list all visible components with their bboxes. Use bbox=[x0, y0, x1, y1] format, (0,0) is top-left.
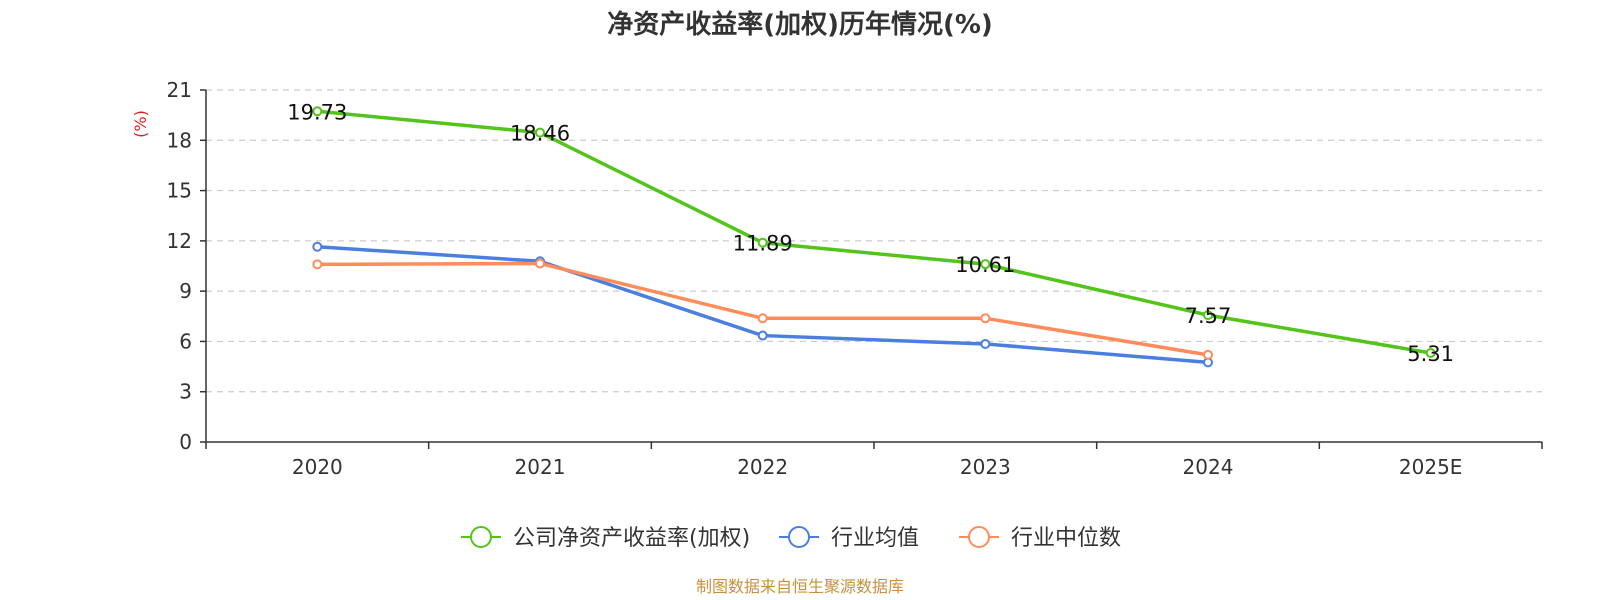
y-tick-label-15: 15 bbox=[167, 179, 192, 203]
y-axis-label: (%) bbox=[131, 110, 150, 138]
series-1-point-2023[interactable] bbox=[980, 338, 991, 349]
legend-item-1[interactable]: 行业均值 bbox=[779, 526, 919, 551]
legend-label-2: 行业中位数 bbox=[1011, 526, 1121, 551]
legend-marker-icon-2 bbox=[968, 526, 990, 548]
data-label-2023: 10.61 bbox=[955, 253, 1015, 277]
series-0-point-2021[interactable] bbox=[535, 127, 545, 138]
series-0-point-2023[interactable] bbox=[980, 259, 991, 270]
x-tick-label-2023: 2023 bbox=[960, 455, 1011, 479]
x-tick-label-2021: 2021 bbox=[515, 455, 566, 479]
series-0-point-2020[interactable] bbox=[312, 106, 323, 117]
x-tick-label-2025E: 2025E bbox=[1399, 455, 1463, 479]
legend[interactable]: 公司净资产收益率(加权) 行业均值 行业中位数 bbox=[461, 526, 1121, 551]
grid-lines bbox=[206, 89, 1542, 393]
x-tick-label-2022: 2022 bbox=[737, 455, 788, 479]
legend-label-0: 公司净资产收益率(加权) bbox=[513, 526, 750, 551]
data-label-2025E: 5.31 bbox=[1407, 342, 1454, 366]
data-label-2022: 11.89 bbox=[733, 232, 793, 256]
y-tick-label-12: 12 bbox=[167, 229, 192, 253]
y-tick-label-9: 9 bbox=[179, 279, 192, 303]
legend-marker-icon-0 bbox=[470, 526, 492, 548]
axes: 0 3 6 9 12 15 18 21 2020 2021 2022 2023 2024 2025E bbox=[167, 78, 1543, 479]
series-2-point-2023[interactable] bbox=[980, 313, 991, 324]
series-1-point-2022[interactable] bbox=[757, 330, 768, 341]
data-labels: 19.73 18.46 11.89 10.61 7.57 5.31 bbox=[287, 100, 1454, 366]
series-2-point-2022[interactable] bbox=[757, 313, 768, 324]
series-2-point-2021[interactable] bbox=[535, 258, 545, 269]
x-tick-label-2024: 2024 bbox=[1183, 455, 1234, 479]
series-2-point-2020[interactable] bbox=[312, 259, 323, 270]
data-label-2020: 19.73 bbox=[287, 100, 347, 124]
legend-label-1: 行业均值 bbox=[831, 526, 919, 551]
legend-item-2[interactable]: 行业中位数 bbox=[959, 526, 1121, 551]
data-label-2021: 18.46 bbox=[510, 122, 570, 146]
series-2-point-2024[interactable] bbox=[1203, 349, 1213, 360]
series-2 bbox=[312, 258, 1213, 360]
y-tick-label-6: 6 bbox=[179, 329, 192, 353]
footer-source: 制图数据来自恒生聚源数据库 bbox=[696, 577, 904, 596]
series-1-point-2020[interactable] bbox=[312, 241, 323, 252]
series-0-point-2022[interactable] bbox=[757, 237, 768, 248]
y-tick-label-21: 21 bbox=[167, 78, 192, 102]
y-tick-label-18: 18 bbox=[167, 128, 192, 152]
series-layer bbox=[312, 106, 1436, 368]
series-0-point-2025E[interactable] bbox=[1425, 347, 1436, 358]
legend-marker-icon-1 bbox=[788, 526, 810, 548]
chart-title: 净资产收益率(加权)历年情况(%) bbox=[607, 9, 993, 40]
y-tick-label-0: 0 bbox=[179, 430, 192, 454]
data-label-2024: 7.57 bbox=[1185, 304, 1232, 328]
series-1 bbox=[312, 241, 1213, 368]
x-tick-label-2020: 2020 bbox=[292, 455, 343, 479]
series-line-0 bbox=[317, 109, 1431, 355]
series-0-point-2024[interactable] bbox=[1203, 310, 1213, 321]
legend-item-0[interactable]: 公司净资产收益率(加权) bbox=[461, 526, 750, 551]
y-tick-label-3: 3 bbox=[179, 380, 192, 404]
series-0 bbox=[312, 106, 1436, 358]
